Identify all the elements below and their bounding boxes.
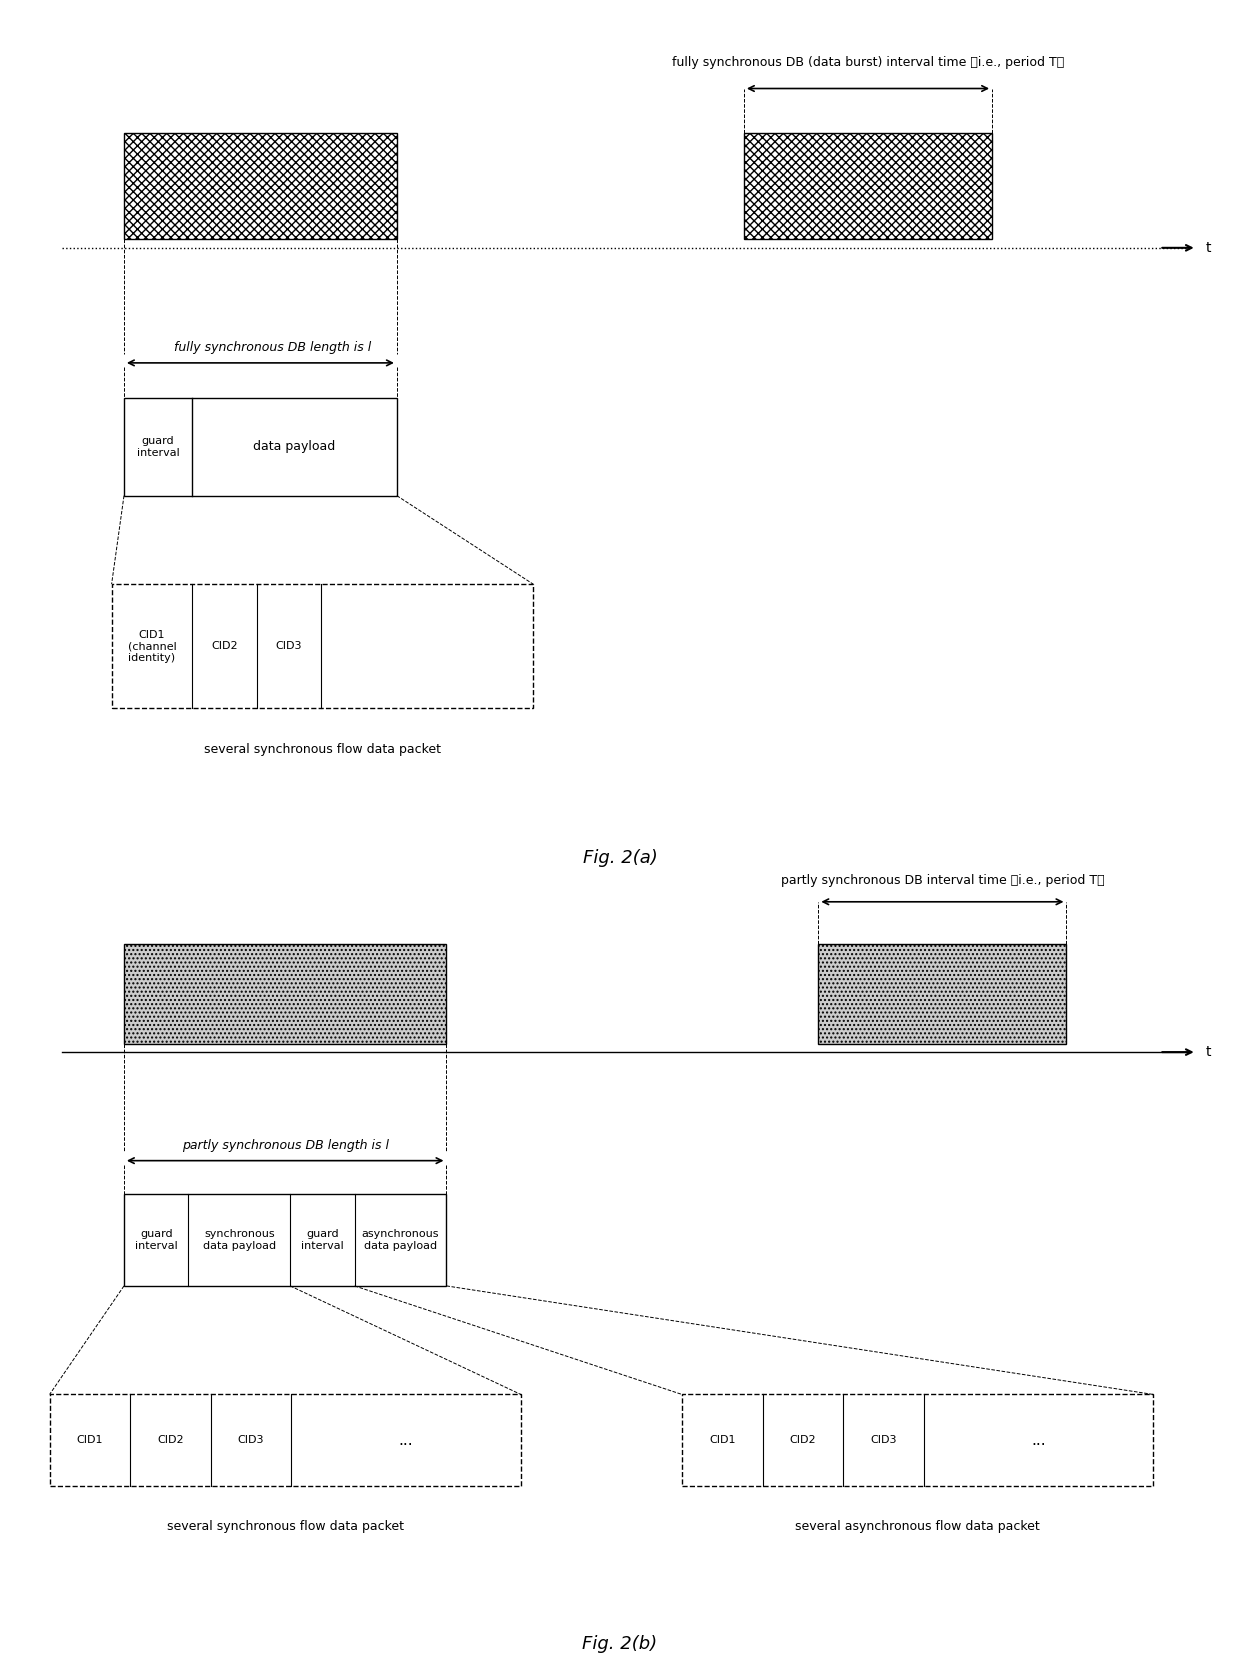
Text: CID3: CID3 [870, 1436, 897, 1445]
FancyBboxPatch shape [124, 132, 397, 239]
Text: t: t [1205, 1045, 1210, 1059]
Text: guard
interval: guard interval [136, 436, 180, 458]
FancyBboxPatch shape [124, 1194, 446, 1286]
Text: CID3: CID3 [238, 1436, 264, 1445]
Text: CID1
(channel
identity): CID1 (channel identity) [128, 630, 176, 663]
FancyBboxPatch shape [682, 1394, 1153, 1486]
Text: guard
interval: guard interval [301, 1229, 343, 1251]
Text: fully synchronous DB (data burst) interval time （i.e., period T）: fully synchronous DB (data burst) interv… [672, 57, 1064, 68]
Text: Fig. 2(a): Fig. 2(a) [583, 850, 657, 867]
Text: CID1: CID1 [709, 1436, 735, 1445]
FancyBboxPatch shape [112, 584, 533, 708]
Text: data payload: data payload [253, 441, 336, 454]
Text: guard
interval: guard interval [135, 1229, 177, 1251]
Text: t: t [1205, 240, 1210, 256]
Text: CID2: CID2 [157, 1436, 184, 1445]
Text: CID1: CID1 [77, 1436, 103, 1445]
FancyBboxPatch shape [124, 399, 397, 496]
Text: partly synchronous DB interval time （i.e., period T）: partly synchronous DB interval time （i.e… [781, 873, 1104, 887]
Text: asynchronous
data payload: asynchronous data payload [362, 1229, 439, 1251]
Text: ...: ... [1032, 1433, 1045, 1448]
Text: several synchronous flow data packet: several synchronous flow data packet [203, 743, 441, 757]
Text: partly synchronous DB length is l: partly synchronous DB length is l [182, 1139, 388, 1152]
Text: CID3: CID3 [275, 641, 303, 651]
FancyBboxPatch shape [50, 1394, 521, 1486]
Text: fully synchronous DB length is l: fully synchronous DB length is l [174, 341, 372, 354]
Text: synchronous
data payload: synchronous data payload [203, 1229, 275, 1251]
FancyBboxPatch shape [124, 944, 446, 1044]
FancyBboxPatch shape [744, 132, 992, 239]
Text: Fig. 2(b): Fig. 2(b) [583, 1635, 657, 1653]
FancyBboxPatch shape [818, 944, 1066, 1044]
Text: several synchronous flow data packet: several synchronous flow data packet [166, 1520, 404, 1533]
Text: ...: ... [399, 1433, 413, 1448]
Text: CID2: CID2 [790, 1436, 816, 1445]
Text: CID2: CID2 [211, 641, 238, 651]
Text: several asynchronous flow data packet: several asynchronous flow data packet [795, 1520, 1040, 1533]
